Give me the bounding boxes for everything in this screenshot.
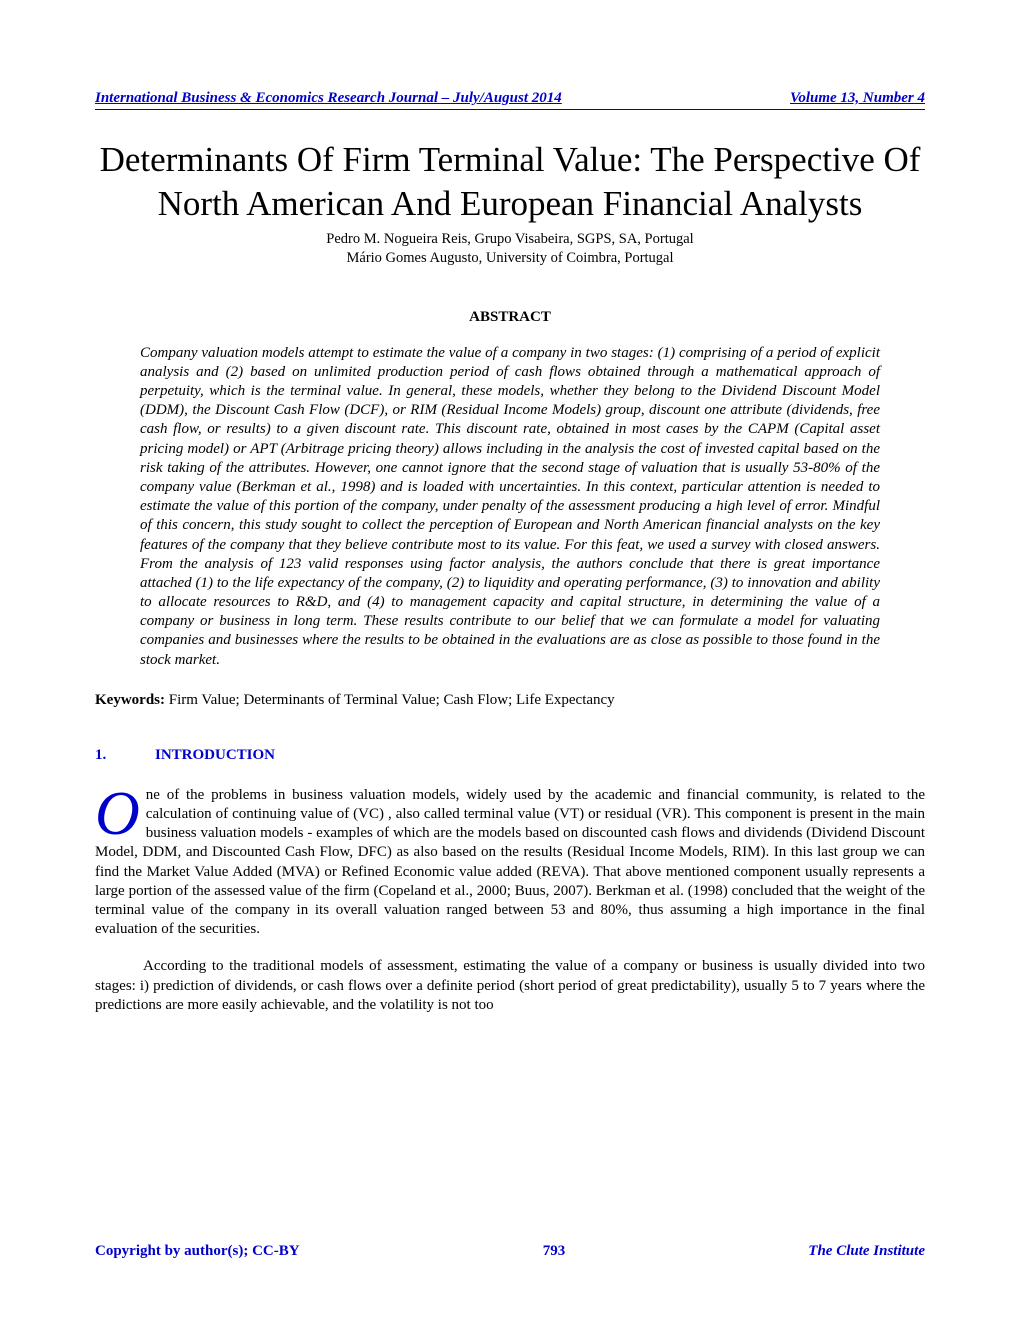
section-1-heading: 1.INTRODUCTION <box>95 747 925 764</box>
keywords-line: Keywords: Firm Value; Determinants of Te… <box>95 692 925 709</box>
author-2: Mário Gomes Augusto, University of Coimb… <box>95 249 925 269</box>
page-header: International Business & Economics Resea… <box>95 90 925 110</box>
authors-block: Pedro M. Nogueira Reis, Grupo Visabeira,… <box>95 230 925 269</box>
publisher-name: The Clute Institute <box>808 1243 925 1260</box>
author-1: Pedro M. Nogueira Reis, Grupo Visabeira,… <box>95 230 925 250</box>
abstract-text: Company valuation models attempt to esti… <box>140 344 880 670</box>
keywords-text: Firm Value; Determinants of Terminal Val… <box>169 692 615 708</box>
intro-para-1: One of the problems in business valuatio… <box>95 786 925 940</box>
intro-para-1-text: ne of the problems in business valuation… <box>95 787 925 937</box>
page-number: 793 <box>543 1243 566 1260</box>
copyright-text: Copyright by author(s); CC-BY <box>95 1243 300 1260</box>
dropcap-letter: O <box>95 788 140 841</box>
section-number: 1. <box>95 747 155 764</box>
paper-title: Determinants Of Firm Terminal Value: The… <box>95 138 925 226</box>
page-footer: Copyright by author(s); CC-BY 793 The Cl… <box>95 1243 925 1260</box>
keywords-label: Keywords: <box>95 692 169 708</box>
section-title: INTRODUCTION <box>155 747 275 763</box>
volume-issue: Volume 13, Number 4 <box>790 90 925 107</box>
journal-name: International Business & Economics Resea… <box>95 90 562 107</box>
intro-para-2: According to the traditional models of a… <box>95 957 925 1015</box>
abstract-heading: ABSTRACT <box>95 309 925 326</box>
